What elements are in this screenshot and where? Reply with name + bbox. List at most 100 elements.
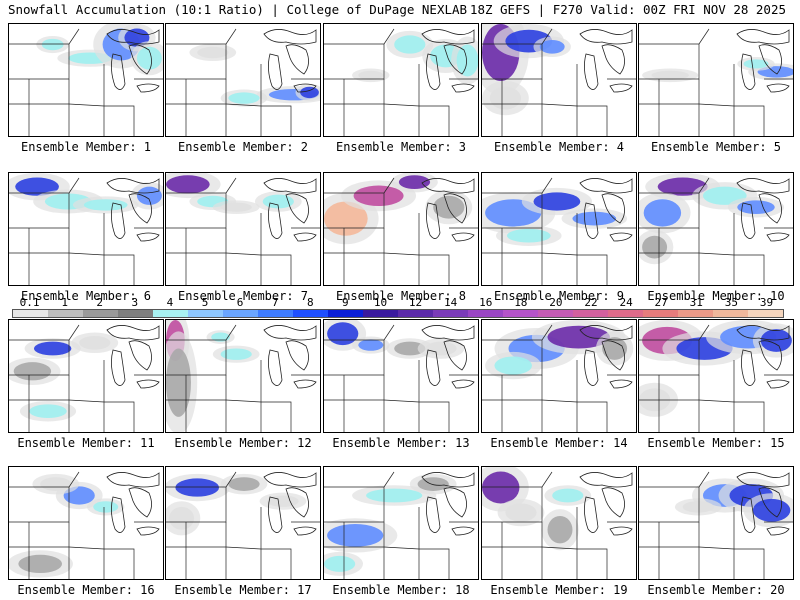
colorscale-label: 24: [619, 296, 633, 309]
snowfall-contour: [136, 46, 162, 70]
snowfall-map: [9, 173, 163, 285]
member-label: Ensemble Member: 16: [17, 583, 155, 597]
state-border: [9, 43, 70, 80]
state-border: [225, 471, 237, 488]
snowfall-contour: [197, 46, 229, 59]
snowfall-contour: [547, 516, 573, 544]
colorscale-label: 14: [444, 296, 458, 309]
member-label: Ensemble Member: 18: [332, 583, 470, 597]
state-border: [261, 105, 292, 136]
great-lake-outline: [426, 202, 441, 239]
snowfall-contour: [15, 177, 59, 196]
great-lake-outline: [736, 325, 790, 341]
colorscale-swatch: [713, 310, 748, 317]
state-border: [419, 548, 450, 579]
state-border: [577, 401, 608, 432]
colorscale-label: 8: [306, 296, 314, 309]
state-border: [166, 43, 227, 80]
colorscale-swatch: [398, 310, 433, 317]
great-lake-outline: [584, 53, 599, 90]
great-lake-outline: [111, 496, 126, 533]
snowfall-contour: [327, 524, 384, 547]
great-lake-outline: [285, 487, 309, 518]
state-border: [698, 177, 710, 194]
great-lake-outline: [426, 496, 441, 533]
snowfall-contour: [642, 235, 668, 259]
snowfall-map: [9, 320, 163, 432]
great-lake-outline: [609, 379, 633, 389]
great-lake-outline: [111, 53, 126, 90]
great-lake-outline: [758, 487, 782, 518]
great-lake-outline: [285, 44, 309, 75]
snowfall-map: [482, 467, 636, 579]
member-label: Ensemble Member: 5: [650, 140, 782, 154]
great-lake-outline: [758, 44, 782, 75]
great-lake-outline: [421, 29, 475, 45]
great-lake-outline: [601, 487, 625, 518]
colorscale-swatch: [328, 310, 363, 317]
colorscale-label: 10: [373, 296, 388, 309]
state-border: [541, 177, 553, 194]
snowfall-contour: [552, 488, 584, 503]
ensemble-member-panel: [323, 319, 479, 433]
great-lake-outline: [426, 53, 441, 90]
snowfall-contour: [93, 501, 119, 513]
snowfall-contour: [494, 356, 532, 375]
great-lake-outline: [443, 487, 467, 518]
great-lake-outline: [293, 526, 317, 536]
ensemble-member-panel: [8, 172, 164, 286]
state-border: [166, 486, 227, 523]
state-border: [324, 43, 385, 80]
snowfall-contour: [505, 503, 537, 522]
member-label: Ensemble Member: 3: [335, 140, 467, 154]
great-lake-outline: [758, 340, 782, 371]
great-lake-outline: [736, 178, 790, 194]
state-border: [541, 471, 553, 488]
snowfall-contour: [506, 228, 551, 243]
great-lake-outline: [601, 340, 625, 371]
colorscale-bar: [12, 309, 784, 318]
colorscale-label: 1: [61, 296, 68, 309]
great-lake-outline: [421, 178, 475, 194]
colorscale-label: 27: [654, 296, 668, 309]
snowfall-contour: [366, 488, 423, 503]
snowfall-contour: [602, 337, 628, 360]
great-lake-outline: [579, 178, 633, 194]
great-lake-outline: [443, 44, 467, 75]
map-title: Snowfall Accumulation (10:1 Ratio) | Col…: [8, 2, 468, 17]
great-lake-outline: [736, 472, 790, 488]
great-lake-outline: [136, 232, 160, 242]
great-lake-outline: [285, 340, 309, 371]
colorscale-swatch: [153, 310, 188, 317]
colorscale-swatch: [83, 310, 118, 317]
state-border: [419, 254, 450, 285]
state-border: [383, 324, 395, 341]
snowfall-contour: [651, 70, 689, 80]
member-label: Ensemble Member: 14: [490, 436, 628, 450]
snowfall-contour: [394, 35, 426, 54]
ensemble-member-panel: [8, 23, 164, 137]
state-border: [225, 28, 237, 45]
snowfall-map: [324, 467, 478, 579]
colorscale-label: 35: [724, 296, 738, 309]
snowfall-contour: [324, 555, 356, 572]
state-border: [541, 28, 553, 45]
state-border: [639, 486, 700, 523]
snowfall-map: [482, 320, 636, 432]
colorscale-label: 18: [514, 296, 528, 309]
colorscale-swatch: [188, 310, 223, 317]
state-border: [68, 471, 80, 488]
state-border: [734, 548, 765, 579]
ensemble-member-panel: [481, 172, 637, 286]
snowfall-contour: [228, 477, 260, 491]
great-lake-outline: [128, 193, 152, 224]
colorscale-label: 7: [271, 296, 279, 309]
snowfall-contour: [682, 501, 714, 513]
snowfall-contour: [33, 341, 72, 356]
great-lake-outline: [136, 83, 160, 93]
state-border: [9, 339, 70, 376]
member-label: Ensemble Member: 12: [174, 436, 312, 450]
member-label: Ensemble Member: 20: [647, 583, 785, 597]
colorscale-swatch: [538, 310, 573, 317]
snowfall-contour: [398, 175, 431, 189]
